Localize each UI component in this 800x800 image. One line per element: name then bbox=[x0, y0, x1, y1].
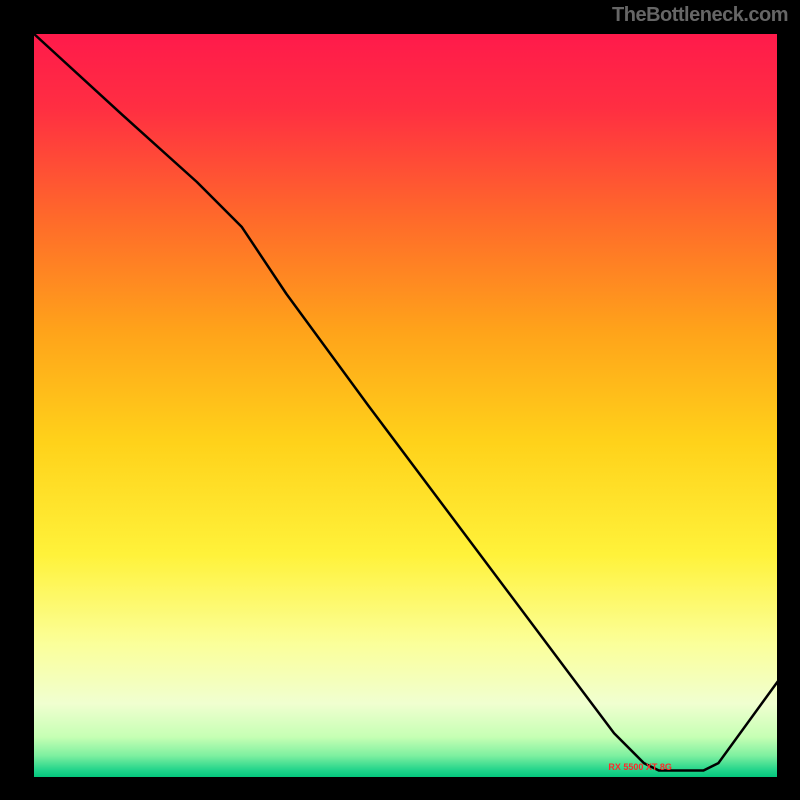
bottleneck-chart: RX 5500 XT 8G bbox=[0, 0, 800, 800]
gradient-background bbox=[33, 33, 778, 778]
optimal-gpu-label: RX 5500 XT 8G bbox=[608, 762, 672, 772]
watermark-label: TheBottleneck.com bbox=[612, 4, 788, 27]
